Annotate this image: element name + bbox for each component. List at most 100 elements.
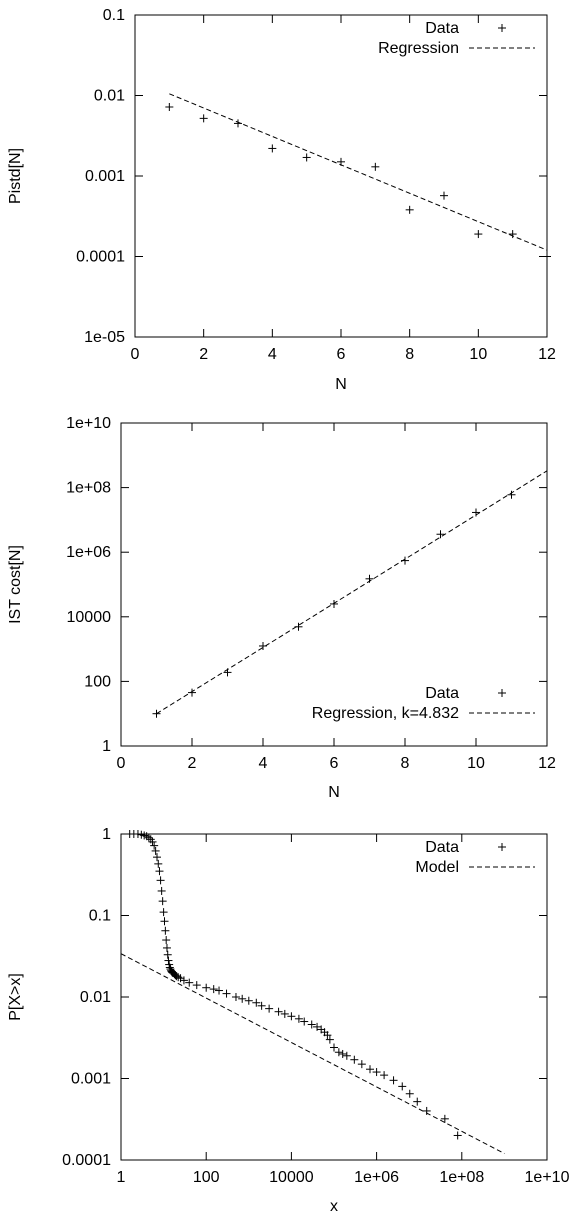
legend-label: Model xyxy=(415,859,459,876)
legend-label: Data xyxy=(425,839,459,856)
data-point xyxy=(507,490,516,499)
data-point xyxy=(165,963,174,972)
x-axis-label: N xyxy=(328,784,340,801)
y-tick-label: 0.001 xyxy=(71,1071,111,1088)
data-point xyxy=(160,917,169,926)
x-tick-label: 0 xyxy=(117,755,126,772)
data-point xyxy=(440,191,448,200)
y-tick-label: 1e-05 xyxy=(84,329,125,346)
data-point xyxy=(161,926,170,935)
data-point xyxy=(209,985,218,994)
x-tick-label: 8 xyxy=(405,346,414,363)
data-point xyxy=(252,998,261,1007)
regression-line xyxy=(169,93,548,251)
x-tick-label: 8 xyxy=(401,755,410,772)
data-point xyxy=(405,1089,414,1098)
data-point xyxy=(323,1031,332,1040)
legend: Data Regression, k=4.832 xyxy=(312,685,535,722)
plot-frame xyxy=(120,422,548,747)
regression-line xyxy=(120,953,505,1154)
y-tick-label: 100 xyxy=(84,673,111,690)
data-point xyxy=(192,981,201,990)
data-point xyxy=(162,943,171,952)
data-point xyxy=(159,908,168,917)
data-point xyxy=(154,859,163,868)
x-tick-label: 6 xyxy=(337,346,346,363)
data-point xyxy=(185,978,194,987)
data-point xyxy=(453,1131,462,1140)
data-point xyxy=(280,1009,289,1018)
legend-label: Data xyxy=(425,20,459,37)
y-tick-label: 1e+10 xyxy=(66,415,111,432)
data-point xyxy=(144,833,153,842)
chart-1: 1e-05 0.0001 0.001 0.01 0.1 0 2 4 6 8 10 12 N Pistd[N… xyxy=(7,7,556,393)
legend-label: Regression xyxy=(378,40,459,57)
y-tick-label: 1 xyxy=(102,826,111,843)
x-tick-label: 1e+10 xyxy=(525,1169,570,1186)
y-tick-label: 0.01 xyxy=(80,989,111,1006)
data-point xyxy=(244,996,253,1005)
data-point xyxy=(162,936,171,945)
x-axis-label: N xyxy=(335,376,347,393)
x-tick-label: 4 xyxy=(259,755,268,772)
x-tick-label: 0 xyxy=(131,346,140,363)
data-point xyxy=(234,119,242,128)
data-point xyxy=(440,1114,449,1123)
y-axis-label: IST cost[N] xyxy=(7,545,24,624)
x-tick-label: 10 xyxy=(469,346,487,363)
data-point xyxy=(294,1014,303,1023)
y-tick-label: 10000 xyxy=(67,609,112,626)
x-tick-label: 1e+08 xyxy=(439,1169,484,1186)
data-point xyxy=(155,867,164,876)
data-point xyxy=(366,1065,375,1074)
data-point xyxy=(313,1022,322,1031)
data-point xyxy=(158,897,167,906)
y-tick-label: 0.0001 xyxy=(76,249,125,266)
data-point xyxy=(148,837,157,846)
x-tick-label: 10 xyxy=(467,755,485,772)
data-point xyxy=(474,230,483,239)
x-tick-label: 1e+06 xyxy=(354,1169,399,1186)
x-tick-label: 2 xyxy=(188,755,197,772)
data-point xyxy=(156,876,165,885)
regression-line xyxy=(156,470,548,715)
y-tick-label: 0.1 xyxy=(89,908,111,925)
data-point xyxy=(338,1049,347,1058)
legend-point-swatch xyxy=(498,689,506,697)
data-point xyxy=(150,841,159,850)
x-tick-label: 10000 xyxy=(269,1169,314,1186)
data-point xyxy=(202,983,211,992)
plot-frame xyxy=(120,833,548,1161)
legend-point-swatch xyxy=(498,843,506,851)
data-point xyxy=(372,1068,381,1077)
x-tick-label: 4 xyxy=(268,346,277,363)
data-point xyxy=(380,1071,389,1080)
x-tick-label: 2 xyxy=(199,346,208,363)
y-tick-label: 0.01 xyxy=(94,88,125,105)
data-point xyxy=(188,688,196,697)
data-point xyxy=(179,976,188,985)
data-point xyxy=(151,846,160,855)
data-point xyxy=(165,102,174,111)
data-point xyxy=(422,1106,431,1115)
data-point xyxy=(350,1055,359,1064)
data-point xyxy=(287,1012,296,1021)
data-point xyxy=(176,974,185,983)
data-point xyxy=(371,162,380,171)
data-point xyxy=(543,252,551,261)
data-point xyxy=(405,205,414,214)
chart-2: 1 100 10000 1e+06 1e+08 1e+10 0 2 4 6 8 10 12 N IST co… xyxy=(7,415,556,801)
data-point xyxy=(268,144,277,153)
data-point xyxy=(133,830,142,838)
data-point xyxy=(436,530,445,539)
data-point xyxy=(222,989,231,998)
data-point xyxy=(153,853,162,862)
x-tick-label: 12 xyxy=(538,755,556,772)
y-tick-label: 0.001 xyxy=(85,168,125,185)
x-tick-label: 6 xyxy=(330,755,339,772)
y-tick-label: 0.0001 xyxy=(62,1152,111,1169)
data-point xyxy=(215,986,224,995)
data-point xyxy=(389,1076,398,1085)
chart-3: 0.0001 0.001 0.01 0.1 1 1 100 10000 1e+06 1e+08 1e… xyxy=(7,826,570,1215)
